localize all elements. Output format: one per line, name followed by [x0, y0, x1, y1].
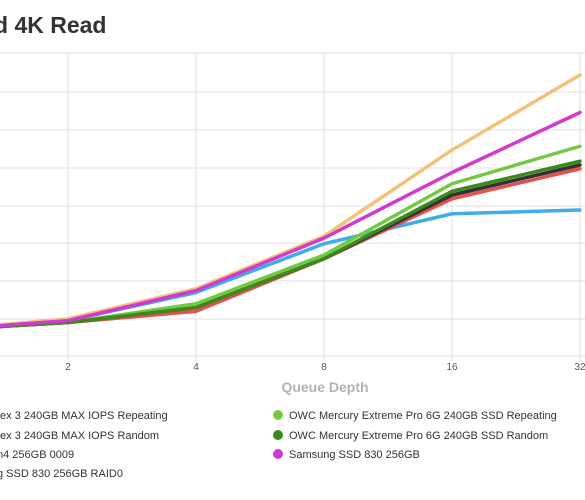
legend-item: OWC Mercury Extreme Pro 6G 240GB SSD Rep… — [273, 409, 557, 423]
x-tick-label: 4 — [193, 362, 199, 373]
chart-title: d 4K Read — [0, 12, 107, 38]
legend-item: n4 256GB 0009 — [0, 448, 74, 462]
series-line — [0, 73, 582, 327]
legend-label: OWC Mercury Extreme Pro 6G 240GB SSD Ran… — [289, 430, 549, 442]
x-tick-label: 32 — [574, 362, 585, 373]
x-axis-label: Queue Depth — [281, 379, 368, 395]
series-line — [0, 144, 582, 329]
legend-label: Samsung SSD 830 256GB — [289, 449, 420, 461]
legend-item: g SSD 830 256GB RAID0 — [0, 467, 123, 481]
legend-swatch — [273, 410, 283, 420]
x-tick-label: 16 — [446, 362, 458, 373]
legend-swatch — [273, 449, 283, 459]
legend-item: tex 3 240GB MAX IOPS Random — [0, 429, 159, 443]
x-tick-label: 8 — [321, 362, 327, 373]
legend-label: g SSD 830 256GB RAID0 — [0, 468, 123, 480]
legend-label: n4 256GB 0009 — [0, 449, 75, 461]
series-lines — [0, 73, 582, 329]
legend-item: OWC Mercury Extreme Pro 6G 240GB SSD Ran… — [273, 429, 548, 443]
legend-item: Samsung SSD 830 256GB — [273, 448, 420, 462]
legend-label: tex 3 240GB MAX IOPS Repeating — [0, 410, 168, 422]
legend-swatch — [273, 430, 283, 440]
series-line — [0, 110, 582, 328]
legend-item: tex 3 240GB MAX IOPS Repeating — [0, 409, 168, 423]
x-tick-label: 2 — [65, 362, 71, 373]
line-chart: 2 4 8 16 32 Queue Depth — [0, 52, 585, 395]
legend-label: tex 3 240GB MAX IOPS Random — [0, 430, 160, 442]
x-tick-labels: 2 4 8 16 32 — [65, 362, 585, 373]
legend-label: OWC Mercury Extreme Pro 6G 240GB SSD Rep… — [289, 410, 557, 422]
